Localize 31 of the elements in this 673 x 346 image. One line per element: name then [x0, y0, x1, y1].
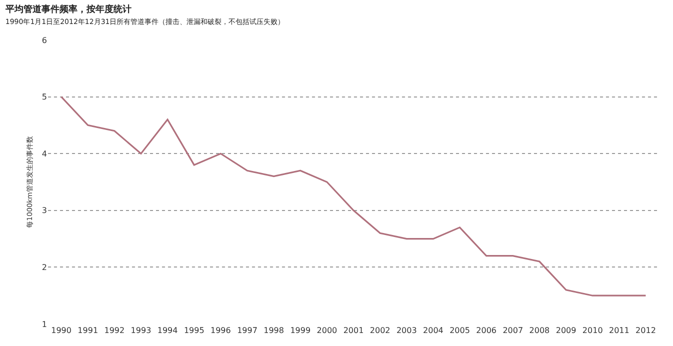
x-tick-label: 2005	[450, 326, 470, 335]
x-tick-label: 1990	[51, 326, 72, 335]
x-tick-label: 1998	[264, 326, 284, 335]
x-tick-label: 1992	[104, 326, 125, 335]
x-tick-label: 2004	[423, 326, 444, 335]
x-tick-label: 1995	[184, 326, 204, 335]
x-tick-label: 1993	[130, 326, 152, 335]
x-tick-label: 2001	[343, 326, 364, 335]
y-tick-label: 5	[42, 92, 47, 102]
x-tick-label: 2009	[556, 326, 576, 335]
x-tick-label: 2008	[529, 326, 550, 335]
x-tick-label: 2011	[608, 326, 630, 335]
x-tick-label: 2002	[370, 326, 390, 335]
x-tick-label: 2012	[636, 326, 656, 335]
x-tick-label: 1999	[290, 326, 311, 335]
x-tick-label: 2010	[582, 326, 603, 335]
x-tick-label: 2006	[476, 326, 497, 335]
y-tick-label: 1	[42, 320, 47, 329]
chart-title: 平均管道事件频率，按年度统计	[4, 4, 132, 16]
line-series	[60, 96, 647, 296]
y-tick-label: 2	[42, 263, 47, 272]
y-tick-label: 3	[42, 206, 47, 216]
y-tick-label: 4	[42, 149, 47, 158]
x-tick-label: 1996	[210, 326, 231, 335]
x-tick-label: 2007	[502, 326, 524, 335]
x-tick-label: 2000	[316, 326, 338, 335]
x-tick-label: 1994	[157, 326, 178, 335]
y-tick-label: 6	[42, 36, 47, 45]
x-tick-label: 1991	[78, 326, 98, 335]
x-tick-label: 1997	[237, 326, 258, 335]
x-tick-label: 2003	[396, 326, 417, 335]
